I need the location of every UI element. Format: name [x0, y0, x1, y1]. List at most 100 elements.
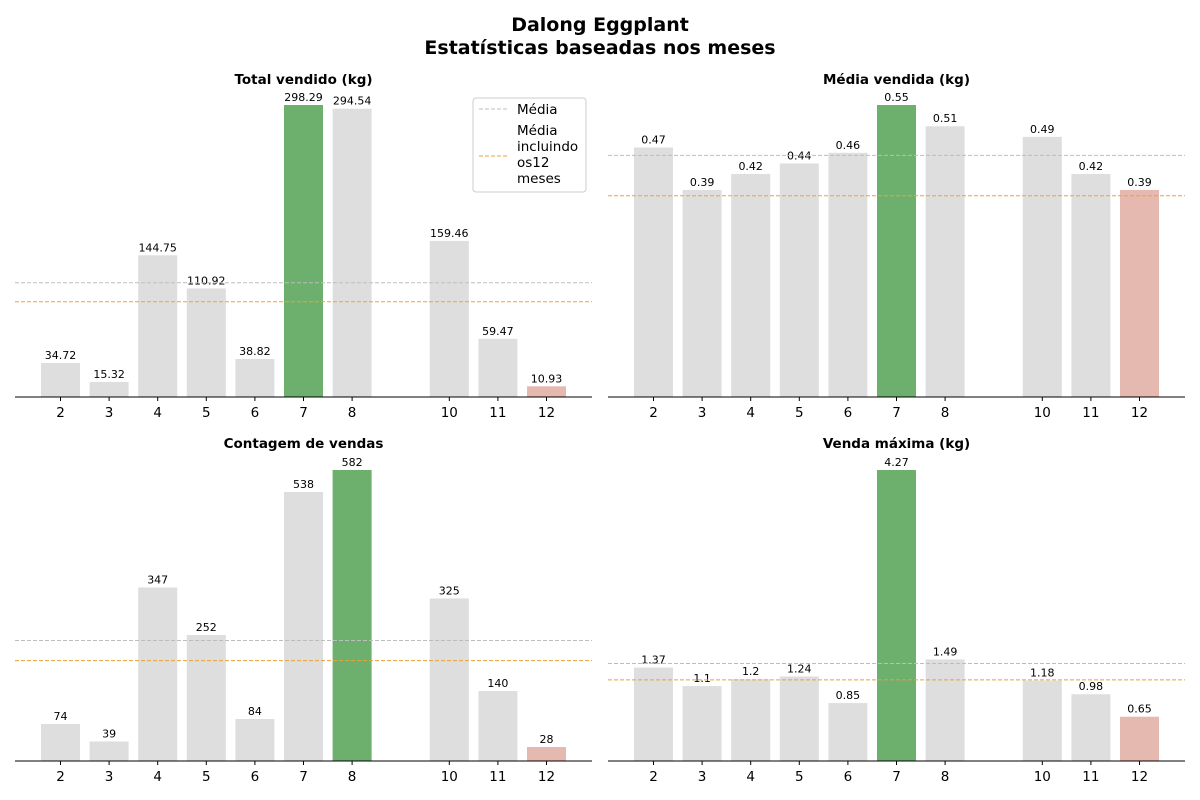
bar-month-11	[478, 338, 518, 397]
x-tick-label-8: 8	[941, 769, 950, 785]
subplot-4: Venda máxima (kg)1.3721.131.241.2450.856…	[608, 436, 1185, 785]
bar-month-3	[682, 189, 722, 397]
bar-month-3	[682, 686, 722, 761]
value-label-month-4: 347	[147, 574, 168, 587]
bar-month-10	[429, 598, 469, 761]
bar-month-3	[89, 741, 129, 761]
value-label-month-6: 84	[248, 705, 262, 718]
x-tick-label-3: 3	[698, 405, 707, 421]
bar-month-5	[779, 676, 819, 761]
value-label-month-11: 140	[487, 677, 508, 690]
x-tick-label-7: 7	[299, 769, 308, 785]
figure-subtitle: Estatísticas baseadas nos meses	[424, 37, 776, 59]
value-label-month-10: 325	[439, 585, 460, 598]
bar-month-11	[1071, 174, 1111, 397]
value-label-month-4: 1.2	[742, 665, 760, 678]
legend-mean-all-label-line: incluindo	[517, 139, 578, 155]
bar-month-7	[877, 470, 916, 761]
value-label-month-6: 38.82	[239, 345, 271, 358]
figure-title: Dalong Eggplant	[511, 14, 689, 36]
value-label-month-6: 0.46	[836, 139, 861, 152]
value-label-month-3: 0.39	[690, 176, 715, 189]
x-tick-label-12: 12	[1131, 769, 1148, 785]
x-tick-label-6: 6	[251, 769, 260, 785]
bar-month-5	[186, 288, 226, 397]
value-label-month-8: 0.51	[933, 112, 958, 125]
value-label-month-2: 0.47	[641, 133, 666, 146]
value-label-month-11: 0.42	[1079, 160, 1104, 173]
x-tick-label-11: 11	[489, 769, 506, 785]
bar-month-12	[527, 747, 566, 761]
legend-box	[472, 97, 587, 193]
x-tick-label-8: 8	[941, 405, 950, 421]
bar-month-3	[89, 382, 129, 397]
subplot-2: Média vendida (kg) 0.47 2 0.39 3 0.42 4 0.44 5 0.…	[608, 72, 1185, 421]
value-label-month-3: 1.1	[693, 672, 711, 685]
x-tick-label-2: 2	[56, 405, 65, 421]
value-label-month-2: 1.37	[641, 654, 666, 667]
value-label-month-7: 4.27	[884, 456, 909, 469]
subplot-1: Total vendido (kg) 34.72 2 15.32 3 144.75 4 110…	[15, 72, 592, 421]
value-label-month-7: 0.55	[884, 91, 909, 104]
bar-month-8	[332, 470, 372, 761]
bar-month-6	[235, 719, 275, 761]
bar-month-4	[138, 255, 178, 397]
bar-month-8	[925, 126, 965, 398]
bar-month-2	[41, 724, 80, 761]
subplot-title: Média vendida (kg)	[823, 72, 970, 88]
bar-month-10	[1022, 136, 1062, 397]
x-tick-label-4: 4	[746, 769, 755, 785]
value-label-month-11: 0.98	[1079, 680, 1104, 693]
value-label-month-6: 0.85	[836, 689, 861, 702]
value-label-month-10: 1.18	[1030, 667, 1055, 680]
value-label-month-12: 10.93	[531, 372, 563, 385]
x-tick-label-10: 10	[441, 405, 458, 421]
x-tick-label-2: 2	[56, 769, 65, 785]
value-label-month-3: 39	[102, 728, 116, 741]
x-tick-label-4: 4	[153, 405, 162, 421]
x-tick-label-2: 2	[649, 405, 658, 421]
value-label-month-8: 1.49	[933, 645, 958, 658]
bar-month-12	[527, 386, 566, 397]
bar-month-6	[828, 703, 868, 761]
x-tick-label-12: 12	[1131, 405, 1148, 421]
value-label-month-12: 0.39	[1127, 176, 1152, 189]
value-label-month-5: 110.92	[187, 274, 226, 287]
x-tick-label-5: 5	[202, 769, 211, 785]
value-label-month-7: 538	[293, 478, 314, 491]
x-tick-label-3: 3	[698, 769, 707, 785]
x-tick-label-7: 7	[892, 405, 901, 421]
bar-month-4	[731, 679, 771, 761]
x-tick-label-3: 3	[105, 405, 114, 421]
x-tick-label-11: 11	[1082, 405, 1099, 421]
bar-month-5	[186, 635, 226, 761]
bar-month-7	[877, 105, 916, 397]
x-tick-label-3: 3	[105, 769, 114, 785]
bar-month-2	[41, 363, 80, 397]
x-tick-label-6: 6	[844, 405, 853, 421]
legend-mean-all-label-line: os12	[517, 155, 549, 171]
value-label-month-2: 74	[54, 710, 68, 723]
value-label-month-5: 252	[196, 621, 217, 634]
x-tick-label-8: 8	[348, 769, 357, 785]
subplot-3: Contagem de vendas 74 2 39 3 347 4 252 5 84 6 538 7 5…	[15, 436, 592, 785]
bar-month-4	[731, 174, 771, 397]
value-label-month-4: 0.42	[738, 160, 763, 173]
value-label-month-5: 1.24	[787, 662, 812, 675]
bar-month-5	[779, 163, 819, 397]
subplot-title: Venda máxima (kg)	[823, 436, 970, 452]
x-tick-label-10: 10	[1034, 769, 1051, 785]
bar-month-6	[828, 152, 868, 397]
x-tick-label-7: 7	[299, 405, 308, 421]
x-tick-label-4: 4	[153, 769, 162, 785]
x-tick-label-6: 6	[844, 769, 853, 785]
bar-month-11	[1071, 694, 1111, 761]
value-label-month-5: 0.44	[787, 149, 812, 162]
bar-month-8	[332, 108, 372, 397]
bar-month-2	[634, 147, 673, 397]
value-label-month-8: 294.54	[333, 95, 372, 108]
bar-month-12	[1120, 189, 1159, 397]
